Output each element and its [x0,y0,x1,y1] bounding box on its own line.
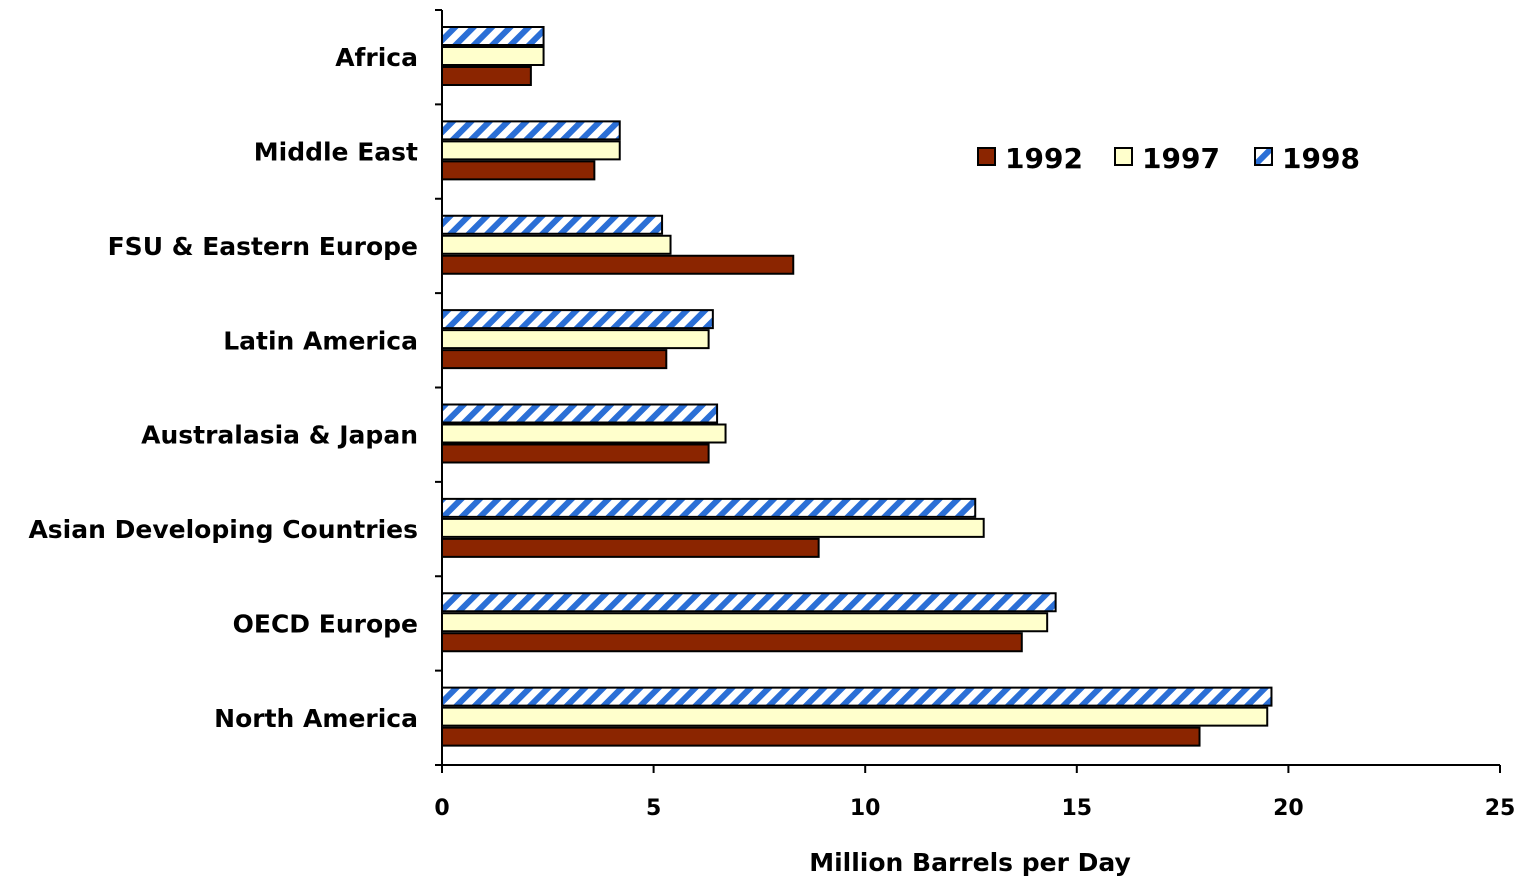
x-tick-label: 15 [1061,796,1092,821]
legend-swatch-1998 [1254,147,1273,166]
bar-1997-5 [441,517,985,538]
legend-swatch-1997 [1114,147,1133,166]
bar-1997-1 [441,140,621,161]
bar-1992-1 [441,160,596,181]
x-tick-label: 25 [1485,796,1516,821]
bar-1992-0 [441,66,532,86]
bar-1997-3 [441,329,710,350]
bar-1998-6 [441,592,1057,613]
bar-1998-2 [441,214,664,235]
category-label: North America [214,704,418,733]
category-label: OECD Europe [233,609,418,638]
bar-1998-3 [441,309,714,330]
bar-1998-0 [441,26,545,46]
axes-group [435,9,1501,773]
bar-1992-2 [441,254,795,275]
bar-1992-4 [441,443,710,464]
bar-1997-4 [441,423,727,444]
legend-label-1998: 1998 [1282,142,1360,175]
labels-group: Africa Middle East FSU & Eastern Europe Lat… [28,43,1515,821]
legend-label-1992: 1992 [1005,142,1083,175]
bar-1992-7 [441,726,1201,747]
category-label: Latin America [223,326,418,355]
bar-1998-1 [441,120,621,141]
category-label: FSU & Eastern Europe [108,232,418,261]
legend-swatch-1992 [977,147,996,166]
bar-1992-6 [441,632,1023,653]
x-tick-label: 5 [646,796,661,821]
bar-1992-5 [441,537,820,558]
bar-1998-5 [441,497,977,518]
bar-1998-4 [441,403,719,424]
category-label: Africa [335,43,418,72]
bar-1997-0 [441,46,545,66]
bar-1997-6 [441,612,1049,633]
bar-1992-3 [441,349,668,370]
x-tick-label: 10 [850,796,881,821]
bar-1998-7 [441,686,1273,707]
legend-label-1997: 1997 [1142,142,1220,175]
bar-1997-7 [441,706,1269,727]
bar-1997-2 [441,234,672,255]
x-tick-label: 0 [434,796,449,821]
category-label: Middle East [254,138,418,167]
category-label: Asian Developing Countries [28,515,418,544]
bars-group [441,26,1273,747]
legend: 1992 1997 1998 [977,142,1360,175]
x-tick-label: 20 [1273,796,1304,821]
x-axis-title: Million Barrels per Day [809,848,1131,877]
category-label: Australasia & Japan [141,421,418,450]
